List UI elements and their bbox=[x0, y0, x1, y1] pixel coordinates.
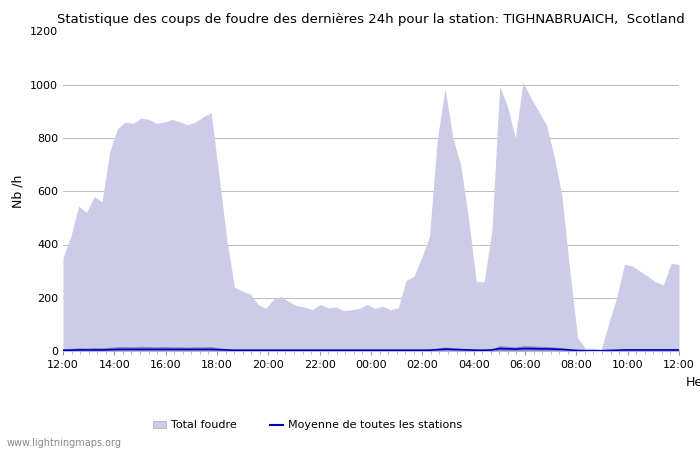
Legend: Foudre détectée par TIGHNABRUAICH,  Scotland: Foudre détectée par TIGHNABRUAICH, Scotl… bbox=[148, 447, 444, 450]
Text: www.lightningmaps.org: www.lightningmaps.org bbox=[7, 438, 122, 448]
Y-axis label: Nb /h: Nb /h bbox=[11, 175, 25, 208]
Text: Heure: Heure bbox=[686, 376, 700, 389]
Title: Statistique des coups de foudre des dernières 24h pour la station: TIGHNABRUAICH: Statistique des coups de foudre des dern… bbox=[57, 13, 685, 26]
